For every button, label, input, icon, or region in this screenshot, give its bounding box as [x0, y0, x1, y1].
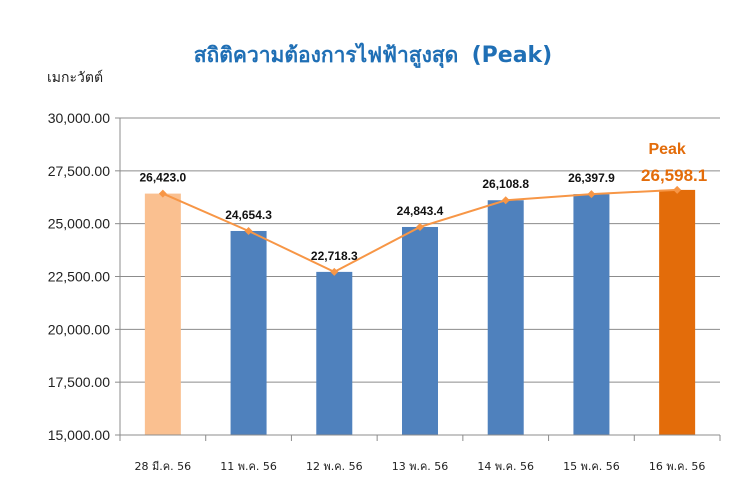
data-label: 26,423.0 — [139, 171, 186, 185]
data-label: 26,397.9 — [568, 171, 615, 185]
x-axis: 28 มี.ค. 56 11 พ.ค. 56 12 พ.ค. 56 13 พ.ค. 5… — [119, 434, 721, 473]
peak-annotation: Peak 26,598.1 — [641, 141, 707, 185]
y-tick-label: 15,000.00 — [48, 427, 110, 443]
bar-4 — [402, 226, 438, 435]
line-marker — [501, 196, 510, 205]
data-label: 24,843.4 — [397, 204, 444, 218]
bar-5 — [487, 200, 524, 435]
x-tick-label: 28 มี.ค. 56 — [135, 460, 192, 473]
x-tick-label: 14 พ.ค. 56 — [477, 460, 534, 473]
bar-1 — [144, 193, 181, 435]
line-marker — [158, 189, 167, 198]
data-label: 26,108.8 — [482, 177, 529, 191]
peak-value: 26,598.1 — [641, 166, 707, 185]
bar-6 — [573, 194, 610, 435]
chart-title-suffix: (Peak) — [472, 43, 553, 68]
y-tick-label: 20,000.00 — [48, 321, 110, 337]
line-series — [158, 185, 682, 276]
bars — [144, 189, 696, 435]
peak-title: Peak — [648, 141, 685, 158]
data-labels: 26,423.0 24,654.3 22,718.3 24,843.4 26,108.8… — [139, 171, 615, 263]
chart-title-main: สถิติความต้องการไฟฟ้าสูงสุด — [194, 42, 459, 69]
y-axis-label: เมกะวัตต์ — [47, 69, 103, 86]
line-marker — [673, 185, 682, 194]
line-marker — [416, 222, 424, 231]
x-tick-label: 12 พ.ค. 56 — [306, 460, 363, 473]
line-marker — [587, 190, 596, 199]
y-axis-ticks: 15,000.00 17,500.00 20,000.00 22,500.00 25,0… — [48, 110, 110, 443]
bar-3 — [316, 271, 353, 435]
y-tick-label: 25,000.00 — [48, 216, 110, 232]
x-tick-label: 13 พ.ค. 56 — [392, 460, 449, 473]
line-marker — [330, 267, 339, 276]
data-label: 24,654.3 — [225, 208, 272, 222]
x-tick-label: 16 พ.ค. 56 — [649, 460, 706, 473]
chart-title: สถิติความต้องการไฟฟ้าสูงสุด (Peak) — [194, 42, 553, 69]
x-tick-label: 15 พ.ค. 56 — [563, 460, 620, 473]
y-tick-label: 30,000.00 — [48, 110, 110, 126]
y-tick-label: 27,500.00 — [48, 163, 110, 179]
line-marker — [244, 226, 253, 235]
bar-2 — [230, 230, 267, 435]
y-tick-label: 17,500.00 — [48, 374, 110, 390]
x-tick-label: 11 พ.ค. 56 — [220, 460, 277, 473]
bar-7 — [659, 189, 696, 435]
data-label: 22,718.3 — [311, 249, 358, 263]
y-tick-label: 22,500.00 — [48, 269, 110, 285]
